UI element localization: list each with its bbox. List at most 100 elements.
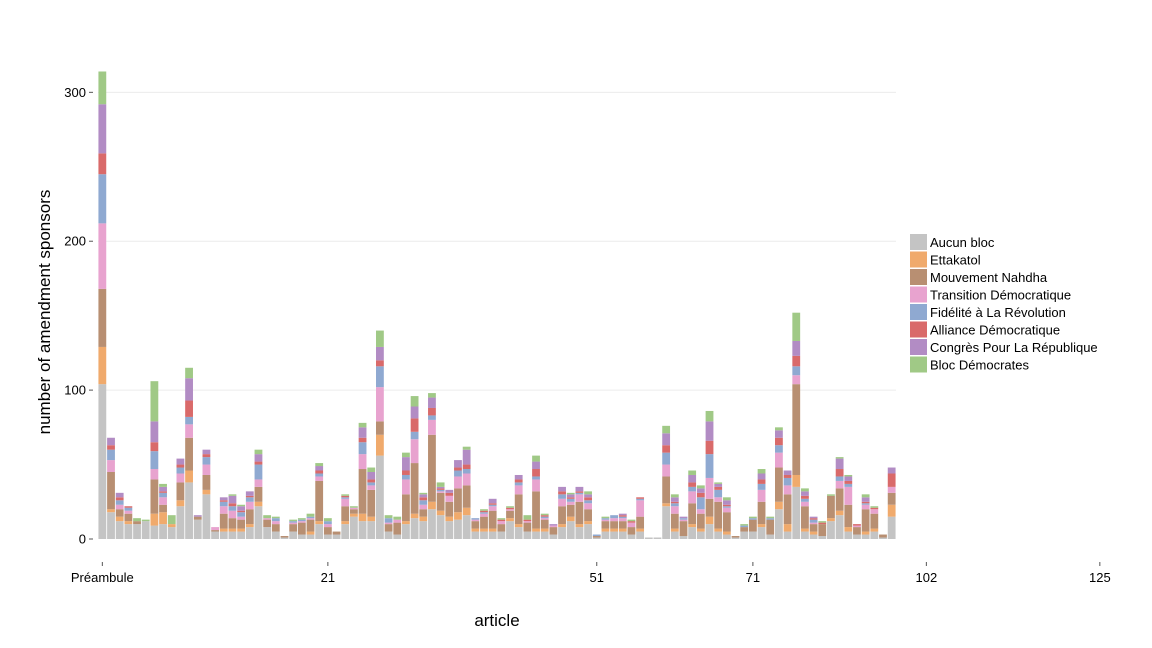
bar-segment: [532, 491, 540, 529]
bar-segment: [376, 346, 384, 361]
bar-segment: [254, 506, 263, 539]
bar-segment: [454, 460, 462, 468]
bar-segment: [454, 476, 462, 489]
bar-segment: [219, 528, 228, 532]
bar-segment: [506, 521, 514, 539]
bar-segment: [792, 375, 801, 385]
bar-segment: [584, 500, 592, 504]
bar-segment: [341, 494, 350, 496]
bar-segment: [662, 452, 671, 465]
bar-segment: [419, 504, 428, 510]
bar-segment: [349, 507, 358, 510]
bar-segment: [115, 509, 124, 517]
bar-segment: [176, 464, 185, 468]
bar-segment: [462, 464, 471, 470]
bar-segment: [402, 524, 410, 539]
bar-segment: [480, 513, 488, 517]
bar-segment: [315, 476, 324, 481]
bar-segment: [159, 504, 167, 513]
bar-segment: [254, 479, 263, 487]
bar-segment: [367, 485, 376, 490]
bar-segment: [185, 378, 193, 401]
bar-segment: [558, 491, 566, 495]
bar-segment: [801, 501, 809, 507]
bar-segment: [315, 463, 324, 467]
bar-segment: [618, 518, 627, 522]
bar-segment: [245, 495, 254, 498]
bar-segment: [549, 524, 558, 526]
bar-segment: [809, 522, 818, 525]
bar-segment: [289, 531, 298, 539]
bar-segment: [584, 521, 592, 525]
bar-segment: [159, 492, 167, 498]
bar-segment: [107, 449, 115, 461]
bar-segment: [202, 464, 211, 475]
bar-segment: [636, 528, 645, 532]
y-tick-label: 300: [64, 85, 86, 100]
bar-segment: [297, 534, 306, 539]
bar-segment: [636, 498, 645, 501]
bar-segment: [835, 515, 844, 539]
bar-segment: [315, 473, 324, 477]
x-tick-label: 102: [916, 570, 938, 585]
bar-segment: [393, 522, 402, 535]
bar-segment: [358, 442, 367, 455]
bar-segment: [618, 515, 627, 517]
bar-segment: [783, 494, 792, 525]
bar-segment: [107, 512, 115, 539]
bar-segment: [714, 497, 723, 502]
bar-segment: [610, 531, 618, 539]
bar-segment: [471, 528, 480, 532]
bar-segment: [861, 494, 870, 498]
bar-segment: [480, 516, 488, 529]
bar-segment: [306, 519, 315, 532]
bar-segment: [419, 497, 428, 501]
bar-segment: [575, 492, 584, 495]
bar-segment: [315, 524, 324, 539]
bar-segment: [714, 501, 723, 529]
bar-segment: [393, 519, 402, 523]
bar-segment: [627, 534, 636, 539]
bar-segment: [428, 397, 436, 408]
bar-segment: [670, 501, 679, 504]
y-tick-label: 0: [79, 532, 86, 547]
bar-segment: [775, 509, 783, 539]
bar-segment: [584, 509, 592, 522]
bar-segment: [844, 527, 853, 532]
bar-segment: [133, 521, 141, 525]
bar-segment: [844, 480, 853, 484]
bar-segment: [705, 421, 714, 441]
bar-segment: [714, 486, 723, 490]
bar-segment: [783, 485, 792, 495]
bar-segment: [445, 521, 454, 539]
bar-segment: [367, 479, 376, 483]
bar-segment: [245, 501, 254, 510]
bar-segment: [584, 524, 592, 539]
bar-segment: [159, 512, 167, 525]
legend-swatch: [910, 339, 927, 355]
bar-segment: [610, 518, 618, 522]
bar-segment: [870, 531, 879, 539]
bar-segment: [523, 519, 532, 522]
legend-swatch: [910, 251, 927, 268]
bar-segment: [202, 474, 211, 490]
bar-segment: [592, 537, 601, 539]
bar-segment: [185, 400, 193, 417]
bar-segment: [844, 531, 853, 539]
bar-segment: [705, 454, 714, 478]
bar-segment: [662, 445, 671, 453]
bar-segment: [853, 527, 861, 535]
bar-segment: [341, 495, 350, 498]
bar-segment: [454, 519, 462, 539]
bar-segment: [818, 521, 827, 523]
bar-segment: [688, 491, 697, 504]
bar-segment: [341, 521, 350, 525]
bar-segment: [150, 469, 159, 480]
bar-segment: [462, 469, 471, 474]
bar-segment: [627, 527, 636, 535]
bar-segment: [618, 521, 627, 529]
bar-segment: [835, 510, 844, 516]
bar-segment: [705, 524, 714, 539]
bar-segment: [323, 527, 332, 535]
bar-segment: [228, 531, 237, 539]
